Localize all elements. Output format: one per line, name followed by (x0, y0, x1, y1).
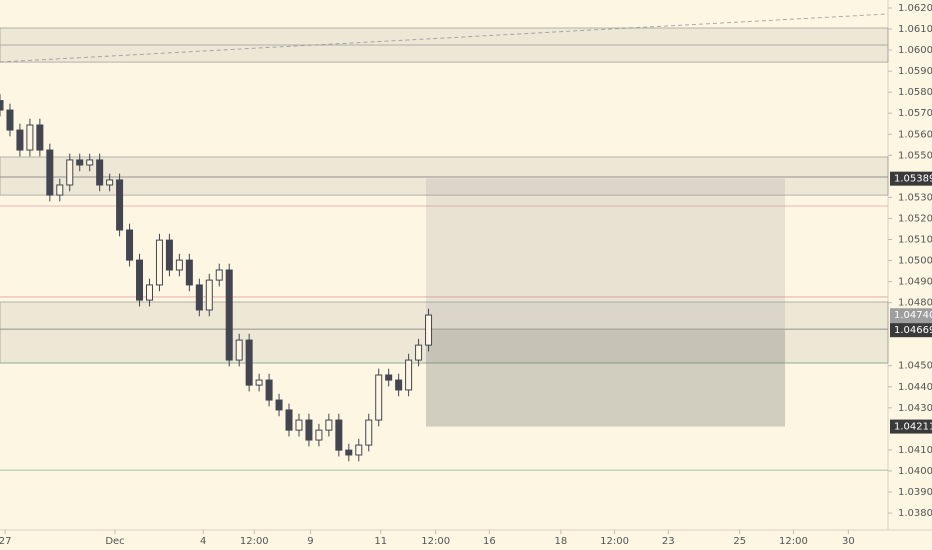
y-tick-label: 1.04300 (898, 403, 932, 414)
candle-body (285, 409, 293, 431)
y-tick-label: 1.05100 (898, 234, 932, 245)
price-label-box (890, 419, 932, 434)
x-tick-label: 12:00 (600, 536, 629, 547)
candle-body (355, 444, 363, 456)
price-label: 1.04669 (894, 325, 932, 336)
price-label-box (890, 308, 932, 323)
price-label: 1.05389 (894, 174, 932, 185)
candle-body (126, 229, 134, 261)
x-tick-label: 18 (555, 536, 568, 547)
y-tick-label: 1.04800 (898, 298, 932, 309)
candle-body (225, 269, 233, 361)
candle-body (245, 339, 253, 386)
x-tick-label: 16 (483, 536, 496, 547)
candle-body (425, 314, 433, 346)
candle-body (315, 429, 323, 441)
candle-body (235, 339, 243, 361)
trend-line (0, 13, 889, 63)
candle-body (335, 419, 343, 451)
zone (0, 156, 889, 196)
candle-body (175, 259, 183, 271)
x-tick-label: 12:00 (421, 536, 450, 547)
y-tick-label: 1.05900 (898, 66, 932, 77)
candle-body (405, 359, 413, 391)
candle-body (325, 419, 333, 431)
price-label-box (890, 171, 932, 186)
y-tick-label: 1.04500 (898, 361, 932, 372)
candle-body (155, 239, 163, 286)
x-tick-label: 11 (374, 536, 387, 547)
candle-body (66, 159, 74, 186)
stop-zone (425, 330, 786, 427)
candle-body (106, 179, 114, 186)
price-label-box (890, 323, 932, 338)
candle-body (6, 109, 14, 131)
y-tick-label: 1.04900 (898, 277, 932, 288)
y-tick-label: 1.05500 (898, 150, 932, 161)
y-tick-label: 1.04000 (898, 466, 932, 477)
x-tick-label: 12:00 (240, 536, 269, 547)
candle-body (26, 124, 34, 151)
candle-body (165, 239, 173, 271)
candle-body (215, 269, 223, 281)
candle-body (46, 149, 54, 196)
candle-body (195, 284, 203, 311)
candle-body (56, 184, 64, 196)
candle-body (255, 379, 263, 386)
x-tick-label: Dec (105, 536, 124, 547)
candle-body (365, 419, 373, 446)
x-tick-label: 9 (307, 536, 313, 547)
candle-body (275, 399, 283, 411)
candle-body (345, 449, 353, 456)
y-tick-label: 1.06000 (898, 45, 932, 56)
candle-body (375, 374, 383, 421)
candle-body (136, 259, 144, 301)
candle-body (0, 100, 4, 111)
candle-body (36, 124, 44, 151)
candle-body (16, 129, 24, 151)
candle-body (145, 284, 153, 301)
y-tick-label: 1.04400 (898, 382, 932, 393)
candle-body (265, 379, 273, 401)
price-label: 1.04211 (894, 422, 932, 433)
y-tick-label: 1.05300 (898, 192, 932, 203)
y-tick-label: 1.03900 (898, 487, 932, 498)
x-tick-label: 23 (662, 536, 675, 547)
y-tick-label: 1.06200 (898, 3, 932, 14)
candle-body (295, 419, 303, 431)
candle-body (385, 374, 393, 381)
candle-body (415, 344, 423, 361)
x-tick-label: 4 (200, 536, 206, 547)
candle-body (185, 259, 193, 286)
price-label: 1.04740 (894, 310, 932, 321)
y-tick-label: 1.05700 (898, 108, 932, 119)
y-tick-label: 1.03800 (898, 508, 932, 519)
x-tick-label: 27 (0, 536, 11, 547)
candle-body (305, 419, 313, 441)
candle-body (205, 279, 213, 311)
candle-body (76, 159, 84, 166)
y-tick-label: 1.06100 (898, 24, 932, 35)
x-tick-label: 25 (733, 536, 746, 547)
x-tick-label: 30 (842, 536, 855, 547)
candle-body (86, 159, 94, 166)
y-tick-label: 1.05800 (898, 87, 932, 98)
target-zone (425, 178, 786, 331)
y-tick-label: 1.05200 (898, 213, 932, 224)
y-tick-label: 1.05600 (898, 129, 932, 140)
candle-body (116, 179, 124, 231)
candle-body (96, 159, 104, 186)
x-tick-label: 12:00 (779, 536, 808, 547)
candle-body (395, 379, 403, 391)
y-tick-label: 1.05000 (898, 256, 932, 267)
y-tick-label: 1.04100 (898, 445, 932, 456)
